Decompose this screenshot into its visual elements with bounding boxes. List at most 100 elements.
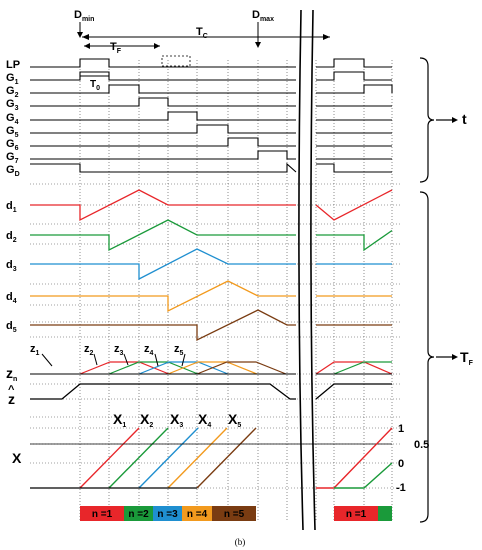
duty-label-1: d2 <box>6 230 17 244</box>
level-1-label: 1 <box>398 423 404 435</box>
z-pointer-1 <box>93 353 98 366</box>
gate-label-2: G2 <box>6 85 19 99</box>
x-right-red <box>316 427 393 489</box>
z-pointer-0 <box>41 353 53 367</box>
signal-traces <box>30 9 458 531</box>
z-label-3: z4 <box>144 343 154 357</box>
duty-trace-0 <box>30 189 296 222</box>
segment-0 <box>80 506 124 521</box>
x-label-2: X3 <box>170 411 183 429</box>
gate-label-8: GD <box>6 164 20 178</box>
z-label-0: z1 <box>30 343 40 357</box>
tf-label: TF <box>110 41 122 55</box>
duty-label-3: d4 <box>6 291 17 305</box>
duty-trace-4 <box>30 309 296 342</box>
x-ramp-1 <box>108 427 169 489</box>
gate-trace-7 <box>30 150 296 160</box>
gate-trace-right-1 <box>316 71 392 81</box>
duty-trace-3 <box>30 280 296 313</box>
duty-trace-1 <box>30 219 296 252</box>
duty-label-4: d5 <box>6 320 17 334</box>
gate-trace-6 <box>30 137 296 147</box>
segment-label-0: n =1 <box>92 509 113 520</box>
zn-right-red <box>315 361 393 375</box>
duty-label-2: d3 <box>6 259 17 273</box>
z-pointer-3 <box>154 353 159 367</box>
t0-label: T0 <box>90 79 100 92</box>
dotted-gridlines <box>30 60 402 520</box>
tf-arrow-right <box>154 43 160 49</box>
tf-bracket-label: TF <box>460 349 474 367</box>
gate-label-5: G5 <box>6 125 19 139</box>
break-line-right <box>310 9 316 531</box>
segment-label-3: n =4 <box>187 509 208 520</box>
tf-arrow-left <box>84 43 90 49</box>
z-label-4: z5 <box>174 343 184 357</box>
tc-arrow-left <box>82 34 89 40</box>
x-ramp-2 <box>138 427 199 489</box>
x-ramp-0 <box>79 427 140 489</box>
time-bracket-label: t <box>462 111 467 127</box>
x-right-green <box>334 462 393 489</box>
segment-right-0 <box>334 506 378 521</box>
x-label-0: X1 <box>113 411 126 429</box>
segment-right-label-0: n =1 <box>346 509 367 520</box>
segment-right-1 <box>378 506 392 521</box>
gate-trace-2 <box>30 84 296 94</box>
zhat-hat: ^ <box>8 384 15 396</box>
arrow-time-head <box>452 117 458 123</box>
zn-trace-3 <box>167 361 258 375</box>
z-label-1: z2 <box>84 343 94 357</box>
segment-label-4: n =5 <box>224 509 245 520</box>
gate-label-0: LP <box>6 59 20 71</box>
dashed-pulse-box <box>161 55 191 67</box>
tc-arrow-right <box>323 34 330 40</box>
zhat-trace <box>30 383 296 400</box>
segment-label-2: n =3 <box>157 509 178 520</box>
d-min-label: Dmin <box>74 9 94 23</box>
gate-label-4: G4 <box>6 112 19 126</box>
gate-trace-4 <box>30 111 296 121</box>
brace-tf <box>419 191 435 523</box>
gate-trace-1 <box>30 71 296 81</box>
z-pointer-4 <box>181 353 186 367</box>
gate-label-1: G1 <box>6 72 19 86</box>
gate-label-3: G3 <box>6 98 19 112</box>
gate-trace-right-8 <box>316 163 392 173</box>
x-axis-label: X <box>12 450 22 466</box>
gate-trace-right-2 <box>316 84 393 94</box>
level-minus1-label: -1 <box>396 482 406 494</box>
d-min-arrow-head <box>77 32 83 38</box>
d-max-label: Dmax <box>252 9 274 23</box>
x-ramp-4 <box>196 427 257 489</box>
x-label-3: X4 <box>198 411 211 429</box>
x-label-1: X2 <box>140 411 153 429</box>
gate-trace-0 <box>30 58 296 68</box>
gate-trace-3 <box>30 97 296 107</box>
x-label-4: X5 <box>228 411 241 429</box>
x-ramp-3 <box>167 427 228 489</box>
zhat-trace-right <box>315 383 392 400</box>
figure-caption: (b) <box>234 537 246 547</box>
gate-trace-8 <box>30 162 297 173</box>
duty-trace-right-0 <box>315 189 393 221</box>
z-pointer-2 <box>123 353 129 366</box>
level-0-label: 0 <box>398 458 404 470</box>
zhat-label: z <box>8 391 15 407</box>
gate-label-7: G7 <box>6 151 19 165</box>
break-line-left <box>298 9 304 531</box>
duty-label-0: d1 <box>6 200 17 214</box>
segment-4 <box>212 506 256 521</box>
segment-1 <box>124 506 153 521</box>
gate-trace-5 <box>30 124 296 134</box>
segment-2 <box>153 506 182 521</box>
arrow-tf-head <box>452 354 458 360</box>
zn-label: zn <box>6 365 17 383</box>
gate-label-6: G6 <box>6 138 19 152</box>
zn-right-green <box>333 361 392 375</box>
z-label-2: z3 <box>114 343 124 357</box>
gate-trace-right-0 <box>316 58 392 68</box>
brace-time <box>419 57 435 183</box>
segment-3 <box>182 506 212 521</box>
